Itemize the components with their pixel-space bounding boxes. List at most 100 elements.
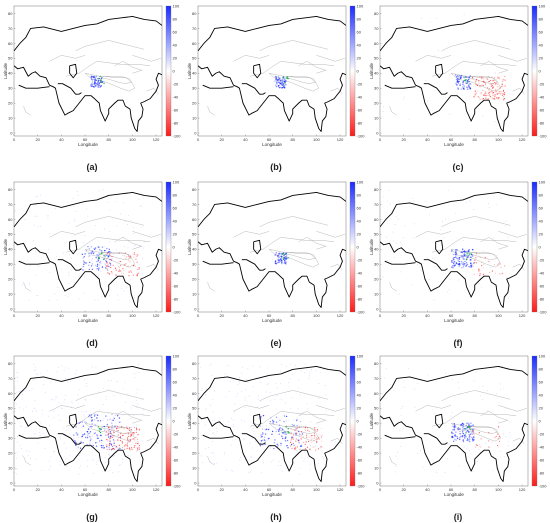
- positive-value-point: [471, 430, 473, 432]
- positive-value-point: [85, 250, 87, 252]
- source-marker: [468, 253, 471, 255]
- negative-value-point: [493, 264, 496, 266]
- positive-value-point: [141, 398, 143, 400]
- negative-value-point: [492, 83, 494, 85]
- negative-value-point: [478, 97, 480, 99]
- positive-value-point: [84, 253, 87, 255]
- positive-value-point: [420, 270, 422, 272]
- positive-value-point: [465, 251, 468, 253]
- y-tick-label: 50: [374, 56, 379, 61]
- positive-value-point: [111, 380, 112, 382]
- terrain-contour: [49, 231, 86, 238]
- positive-value-point: [470, 436, 473, 439]
- colorbar: [531, 5, 538, 137]
- positive-value-point: [98, 391, 100, 393]
- positive-value-point: [300, 445, 302, 447]
- y-axis-label: Latitude: [187, 412, 192, 429]
- positive-value-point: [283, 260, 286, 262]
- coastline: [380, 241, 528, 308]
- terrain-contour: [259, 390, 329, 401]
- positive-value-point: [272, 459, 274, 461]
- positive-value-point: [278, 81, 280, 83]
- positive-value-point: [465, 262, 468, 264]
- positive-value-point: [417, 264, 419, 266]
- positive-value-point: [80, 465, 82, 467]
- positive-value-point: [463, 254, 465, 256]
- positive-value-point: [72, 438, 75, 440]
- positive-value-point: [462, 440, 465, 443]
- map-panel: 0 20 40 60 80 100 120 0 10 20 30 40 50 60 70 80 Longitud…: [368, 178, 548, 348]
- positive-value-point: [16, 473, 18, 475]
- positive-value-point: [63, 401, 65, 403]
- y-tick-label: 50: [192, 232, 197, 237]
- negative-value-point: [473, 96, 475, 98]
- positive-value-point: [89, 431, 92, 433]
- positive-value-point: [104, 456, 106, 458]
- positive-value-point: [14, 471, 15, 473]
- positive-value-point: [109, 295, 111, 297]
- positive-value-point: [94, 82, 96, 84]
- positive-value-point: [466, 430, 468, 433]
- y-axis-label: Latitude: [369, 412, 374, 429]
- coastline: [253, 63, 262, 79]
- map-panel: 0 20 40 60 80 100 120 0 10 20 30 40 50 60 70 80 Longitud…: [368, 352, 548, 522]
- positive-value-point: [295, 428, 297, 430]
- positive-value-point: [280, 258, 282, 261]
- positive-value-point: [86, 411, 88, 412]
- positive-value-point: [470, 201, 472, 203]
- coastline: [423, 433, 448, 445]
- positive-value-point: [75, 369, 77, 371]
- negative-value-point: [475, 92, 477, 94]
- positive-value-point: [299, 421, 302, 423]
- negative-value-point: [114, 267, 117, 269]
- positive-value-point: [71, 406, 73, 408]
- positive-value-point: [98, 79, 100, 82]
- terrain-contour: [259, 40, 329, 51]
- positive-value-point: [82, 425, 85, 427]
- positive-value-point: [112, 419, 114, 422]
- positive-value-point: [464, 435, 466, 437]
- positive-value-point: [460, 435, 462, 437]
- positive-value-point: [92, 247, 95, 250]
- positive-value-point: [283, 420, 285, 423]
- positive-value-point: [93, 76, 96, 79]
- negative-value-point: [314, 427, 316, 429]
- positive-value-point: [89, 416, 92, 418]
- positive-value-point: [132, 253, 133, 255]
- negative-value-point: [496, 93, 499, 95]
- y-tick-label: 40: [374, 421, 379, 426]
- positive-value-point: [299, 468, 301, 469]
- positive-value-point: [295, 448, 297, 450]
- x-axis-label: Longitude: [262, 318, 282, 323]
- positive-value-point: [468, 83, 470, 85]
- terrain-contour: [49, 55, 86, 62]
- negative-value-point: [110, 259, 113, 261]
- negative-value-point: [488, 260, 490, 263]
- positive-value-point: [395, 455, 397, 457]
- negative-value-point: [321, 434, 323, 437]
- negative-value-point: [124, 257, 126, 259]
- positive-value-point: [451, 431, 453, 434]
- positive-value-point: [142, 413, 144, 415]
- positive-value-point: [93, 472, 95, 474]
- coastline: [14, 366, 162, 402]
- positive-value-point: [457, 300, 459, 302]
- positive-value-point: [485, 442, 487, 444]
- y-tick-label: 0: [10, 480, 13, 485]
- positive-value-point: [105, 264, 107, 267]
- positive-value-point: [263, 462, 265, 464]
- positive-value-point: [94, 79, 96, 82]
- positive-value-point: [299, 433, 301, 435]
- positive-value-point: [91, 419, 93, 421]
- positive-value-point: [422, 28, 424, 30]
- positive-value-point: [109, 264, 112, 266]
- positive-value-point: [457, 77, 459, 80]
- negative-value-point: [313, 433, 315, 435]
- y-tick-label: 50: [192, 56, 197, 61]
- positive-value-point: [232, 426, 234, 427]
- negative-value-point: [119, 264, 122, 267]
- y-tick-label: 40: [192, 71, 197, 76]
- negative-value-point: [482, 273, 485, 275]
- positive-value-point: [98, 84, 100, 86]
- positive-value-point: [202, 462, 203, 463]
